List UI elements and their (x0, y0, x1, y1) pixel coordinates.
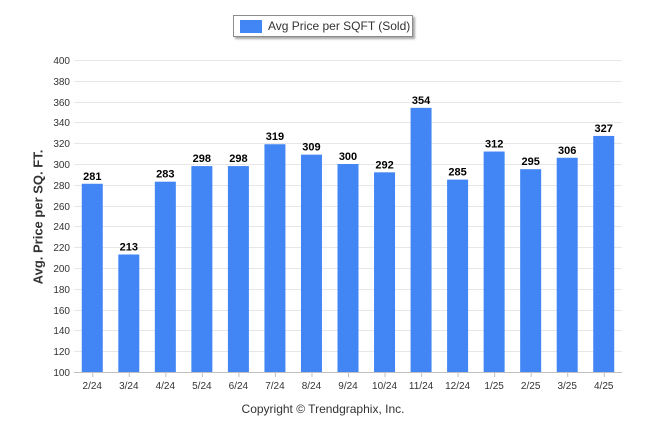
legend[interactable]: Avg Price per SQFT (Sold) (233, 15, 413, 37)
bar[interactable] (264, 144, 286, 372)
bar[interactable] (593, 135, 615, 372)
data-label: 281 (83, 171, 101, 183)
data-label: 298 (193, 153, 211, 165)
bar[interactable] (337, 164, 359, 372)
bar[interactable] (227, 166, 249, 372)
data-label: 312 (485, 139, 503, 151)
bar[interactable] (556, 157, 578, 372)
legend-swatch (240, 19, 262, 33)
x-axis-ticks: 2/24 3/24 4/24 5/24 6/24 7/24 8/24 9/24 10/24 11/… (74, 372, 622, 392)
data-label: 213 (120, 241, 138, 253)
y-tick-label: 320 (53, 139, 70, 150)
y-tick-label: 240 (53, 222, 70, 233)
x-tick-label: 3/25 (557, 381, 577, 392)
x-tick-label: 5/24 (192, 381, 212, 392)
x-tick-label: 3/24 (119, 381, 139, 392)
x-tick-label: 11/24 (409, 381, 434, 392)
x-tick-label: 2/24 (83, 381, 103, 392)
x-tick-label: 10/24 (372, 381, 397, 392)
x-tick-label: 1/25 (484, 381, 504, 392)
bar[interactable] (483, 151, 505, 372)
y-tick-label: 200 (53, 264, 70, 275)
bar[interactable] (81, 183, 103, 372)
y-tick-label: 100 (53, 368, 70, 379)
data-labels: 281 213 283 298 298 319 309 300 292 354 285 312 295 3… (83, 95, 613, 254)
data-label: 327 (595, 123, 613, 135)
data-label: 319 (266, 131, 284, 143)
x-tick-label: 8/24 (302, 381, 322, 392)
y-axis-title: Avg. Price per SQ. FT. (30, 149, 46, 285)
data-label: 354 (412, 95, 431, 107)
y-tick-label: 280 (53, 181, 70, 192)
y-tick-label: 400 (53, 56, 70, 67)
y-tick-label: 120 (53, 347, 70, 358)
bar[interactable] (118, 254, 140, 372)
y-tick-label: 360 (53, 98, 70, 109)
x-tick-label: 7/24 (265, 381, 285, 392)
x-tick-label: 4/25 (594, 381, 614, 392)
bars (81, 107, 615, 372)
y-tick-label: 260 (53, 202, 70, 213)
legend-label: Avg Price per SQFT (Sold) (268, 19, 411, 33)
bar[interactable] (154, 181, 176, 372)
bar[interactable] (300, 154, 322, 372)
y-axis-ticks: 100 120 140 160 180 200 220 240 260 280 300 320 340 3… (53, 56, 70, 379)
data-label: 292 (375, 159, 393, 171)
y-tick-label: 180 (53, 285, 70, 296)
data-label: 306 (558, 145, 576, 157)
data-label: 283 (156, 169, 174, 181)
x-tick-label: 2/25 (521, 381, 541, 392)
bar[interactable] (191, 166, 213, 372)
y-tick-label: 380 (53, 77, 70, 88)
x-tick-label: 4/24 (156, 381, 176, 392)
bar[interactable] (447, 179, 469, 372)
bar[interactable] (520, 169, 542, 372)
y-tick-label: 220 (53, 243, 70, 254)
data-label: 295 (521, 156, 539, 168)
data-label: 298 (229, 153, 247, 165)
x-tick-label: 6/24 (229, 381, 249, 392)
y-tick-label: 300 (53, 160, 70, 171)
bar[interactable] (410, 107, 432, 372)
x-tick-label: 9/24 (338, 381, 358, 392)
data-label: 309 (302, 142, 320, 154)
y-tick-label: 340 (53, 118, 70, 129)
y-tick-label: 160 (53, 306, 70, 317)
copyright-footer: Copyright © Trendgraphix, Inc. (241, 402, 405, 416)
y-tick-label: 140 (53, 326, 70, 337)
data-label: 285 (448, 167, 466, 179)
data-label: 300 (339, 151, 357, 163)
bar[interactable] (374, 172, 396, 372)
x-tick-label: 12/24 (445, 381, 470, 392)
